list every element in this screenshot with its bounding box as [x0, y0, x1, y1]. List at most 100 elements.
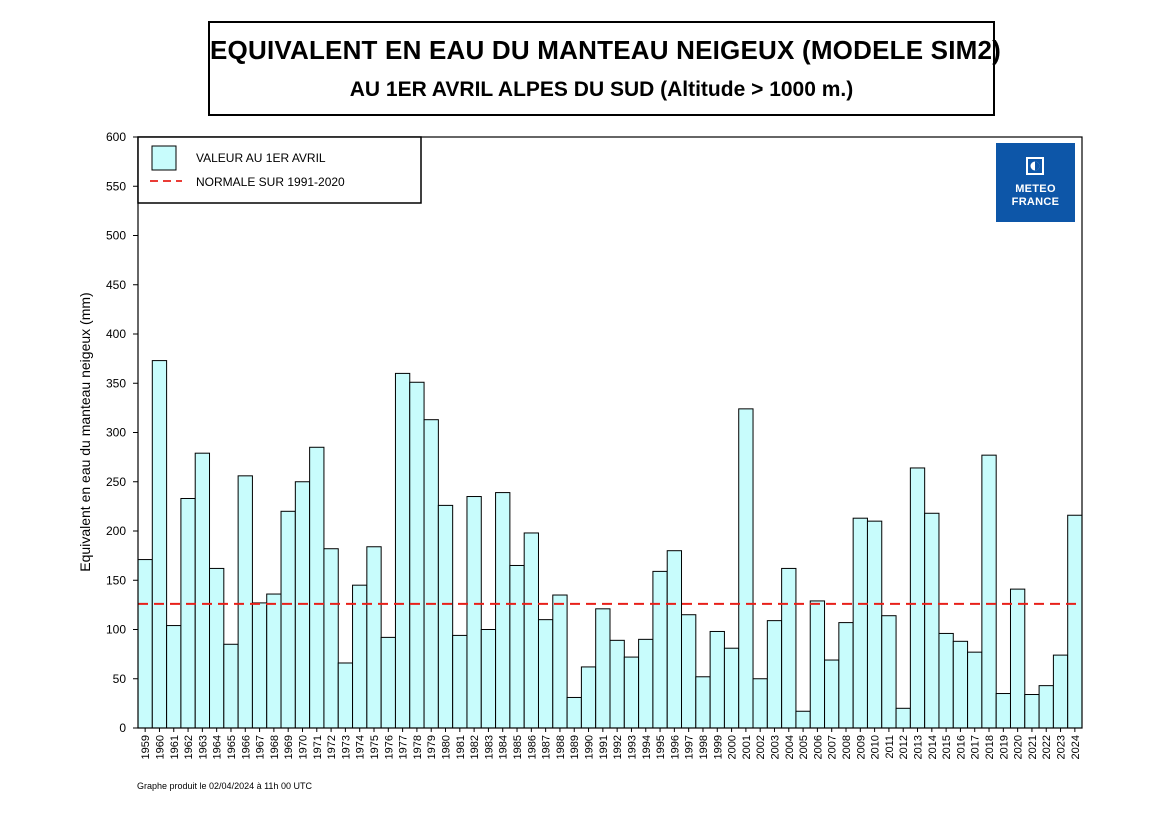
x-tick-label: 1965 [226, 735, 238, 759]
x-tick-label: 1962 [183, 735, 195, 759]
x-tick-label: 2008 [841, 735, 853, 759]
bar-2022 [1038, 685, 1054, 729]
bar-2006 [809, 600, 826, 729]
bar-1966 [237, 475, 253, 729]
legend: VALEUR AU 1ER AVRIL NORMALE SUR 1991-202… [137, 136, 422, 204]
x-tick-label: 2016 [955, 735, 967, 759]
x-tick-label: 1978 [412, 735, 424, 759]
bar-2010 [866, 520, 883, 729]
chart-title: EQUIVALENT EN EAU DU MANTEAU NEIGEUX (MO… [210, 35, 1002, 65]
bar-2012 [895, 707, 911, 729]
x-tick-label: 2004 [784, 735, 796, 759]
bar-1991 [595, 608, 611, 729]
y-tick-label: 150 [106, 573, 126, 587]
bar-1960 [151, 360, 168, 729]
x-tick-label: 2014 [927, 735, 939, 759]
x-tick-label: 1966 [240, 735, 252, 759]
logo-emblem-icon [1026, 157, 1044, 175]
x-tick-label: 1990 [584, 735, 596, 759]
chart-subtitle: AU 1ER AVRIL ALPES DU SUD (Altitude > 10… [349, 78, 854, 101]
bar-2019 [995, 693, 1011, 729]
y-axis: 0 50 100 150 200 250 300 350 400 450 500 550 600 [106, 130, 138, 735]
y-tick-label: 0 [119, 721, 126, 735]
bar-1971 [309, 446, 325, 729]
bar-2003 [766, 620, 783, 729]
bar-1985 [509, 564, 525, 729]
x-tick-label: 2017 [970, 735, 982, 759]
x-tick-label: 1983 [483, 735, 495, 759]
bar-1987 [537, 619, 554, 729]
x-tick-label: 2015 [941, 735, 953, 759]
bar-1992 [609, 639, 625, 729]
legend-bar-label: VALEUR AU 1ER AVRIL [196, 151, 326, 165]
x-tick-label: 1998 [698, 735, 710, 759]
y-tick-label: 50 [113, 672, 127, 686]
bar-2024 [1067, 514, 1083, 729]
y-tick-label: 500 [106, 229, 126, 243]
x-tick-label: 2001 [741, 735, 753, 759]
x-tick-label: 2000 [727, 735, 739, 759]
x-tick-label: 1976 [383, 735, 395, 759]
x-tick-label: 2021 [1027, 735, 1039, 759]
x-tick-label: 1975 [369, 735, 381, 759]
x-tick-label: 2003 [769, 735, 781, 759]
x-tick-label: 2002 [755, 735, 767, 759]
bar-1978 [409, 381, 425, 729]
bar-2007 [824, 659, 840, 729]
bar-2017 [967, 651, 983, 729]
bar-1973 [337, 662, 354, 729]
x-tick-label: 1981 [455, 735, 467, 759]
x-tick-label: 1992 [612, 735, 624, 759]
bar-1964 [209, 567, 225, 729]
logo-text-france: FRANCE [1011, 196, 1060, 208]
y-tick-label: 250 [106, 475, 126, 489]
bar-1967 [251, 602, 268, 729]
x-axis: 1959 1960 1961 1962 1963 1964 1965 1966 1967 1968… [140, 728, 1082, 759]
bar-1962 [180, 497, 196, 729]
x-tick-label: 1988 [555, 735, 567, 759]
x-tick-label: 1970 [297, 735, 309, 759]
x-tick-label: 2022 [1041, 735, 1053, 759]
y-tick-label: 350 [106, 376, 126, 390]
y-tick-label: 600 [106, 130, 126, 144]
x-tick-label: 2012 [898, 735, 910, 759]
x-tick-label: 1995 [655, 735, 667, 759]
legend-box [137, 136, 422, 204]
x-tick-label: 1980 [441, 735, 453, 759]
bars-group [137, 360, 1083, 729]
bar-2009 [852, 517, 868, 729]
x-tick-label: 2020 [1013, 735, 1025, 759]
bar-1999 [709, 630, 725, 729]
bar-2011 [881, 615, 897, 729]
bar-1993 [623, 656, 640, 729]
x-tick-label: 2019 [998, 735, 1010, 759]
y-tick-label: 400 [106, 327, 126, 341]
legend-normal-label: NORMALE SUR 1991-2020 [196, 175, 345, 189]
bar-1959 [137, 559, 153, 729]
legend-bar-swatch [151, 145, 177, 171]
bar-1990 [580, 666, 597, 729]
bar-1994 [638, 638, 654, 729]
footer-note: Graphe produit le 02/04/2024 à 11h 00 UT… [137, 781, 312, 791]
bar-1988 [552, 594, 568, 729]
bar-1976 [380, 636, 396, 729]
x-tick-label: 1961 [169, 735, 181, 759]
bar-1974 [352, 584, 368, 729]
x-tick-label: 1993 [626, 735, 638, 759]
x-tick-label: 1968 [269, 735, 281, 759]
bar-1969 [280, 510, 296, 729]
bar-1961 [166, 625, 182, 729]
bar-1963 [194, 452, 211, 729]
x-tick-label: 2024 [1070, 735, 1082, 759]
bar-1977 [394, 372, 411, 729]
x-tick-label: 1964 [212, 735, 224, 759]
bar-2000 [723, 647, 740, 729]
bar-1980 [437, 504, 454, 729]
logo-text-meteo: METEO [1015, 183, 1056, 195]
x-tick-label: 1974 [355, 735, 367, 759]
bar-2023 [1052, 654, 1069, 729]
x-tick-label: 1994 [641, 735, 653, 759]
x-tick-label: 1984 [498, 735, 510, 759]
bar-1983 [480, 629, 497, 729]
